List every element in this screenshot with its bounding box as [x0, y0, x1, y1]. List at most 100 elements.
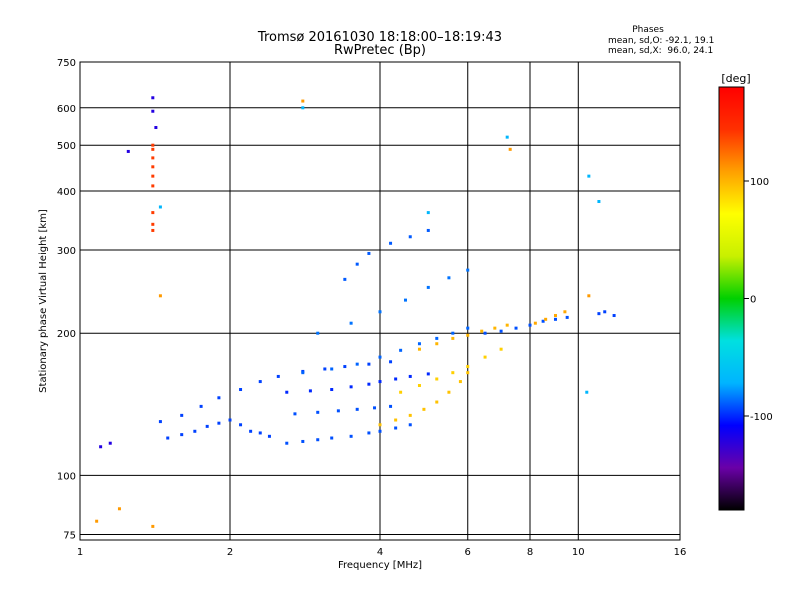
data-point	[426, 285, 430, 289]
data-point	[323, 367, 327, 371]
data-point	[158, 420, 162, 424]
data-point	[426, 228, 430, 232]
data-point	[301, 106, 305, 110]
x-tick-label: 6	[465, 547, 471, 558]
y-tick-label: 750	[57, 58, 76, 69]
colorbar-tick-label: 100	[750, 177, 769, 188]
plot-frame	[79, 61, 681, 541]
data-point	[154, 126, 158, 130]
phase-stats-o: mean, sd,O: -92.1, 19.1	[608, 36, 714, 46]
x-tick-label: 1	[77, 547, 83, 558]
data-point	[408, 413, 412, 417]
data-point	[483, 355, 487, 359]
data-point	[151, 156, 155, 160]
data-point	[349, 385, 353, 389]
y-axis-ticks: 75 100 200 300 400 500 600 750	[57, 58, 76, 541]
data-point	[378, 423, 382, 427]
y-tick-label: 200	[57, 329, 76, 340]
x-axis-ticks: 1 2 4 6 8 10 16	[77, 547, 687, 558]
x-tick-label: 16	[674, 547, 687, 558]
data-point	[99, 445, 103, 449]
data-point	[378, 429, 382, 433]
data-point	[508, 147, 512, 151]
data-point	[587, 294, 591, 298]
y-tick-label: 400	[57, 187, 76, 198]
y-tick-label: 500	[57, 141, 76, 152]
data-point	[499, 347, 503, 351]
data-point	[378, 380, 382, 384]
phase-stats-x: mean, sd,X: 96.0, 24.1	[608, 46, 713, 56]
chart-subtitle: RwPretec (Bp)	[334, 43, 426, 58]
colorbar-tick-label: -100	[750, 412, 773, 423]
data-point	[466, 371, 470, 375]
data-point	[378, 355, 382, 359]
data-point	[533, 321, 537, 325]
data-point	[343, 277, 347, 281]
data-point	[316, 331, 320, 335]
data-point	[544, 317, 548, 321]
data-point	[285, 441, 289, 445]
data-point	[330, 367, 334, 371]
data-point	[285, 390, 289, 394]
data-point	[399, 348, 403, 352]
y-tick-label: 300	[57, 246, 76, 257]
data-point	[108, 441, 112, 445]
data-point	[151, 222, 155, 226]
data-point	[228, 418, 232, 422]
data-point	[528, 323, 532, 327]
data-point	[422, 407, 426, 411]
data-point	[355, 362, 359, 366]
data-point	[239, 423, 243, 427]
data-point	[151, 211, 155, 215]
data-points	[95, 96, 616, 528]
data-point	[349, 321, 353, 325]
data-point	[451, 371, 455, 375]
data-point	[158, 205, 162, 209]
data-point	[151, 109, 155, 113]
data-point	[505, 323, 509, 327]
data-point	[480, 329, 484, 333]
data-point	[499, 329, 503, 333]
data-point	[435, 400, 439, 404]
data-point	[301, 99, 305, 103]
data-point	[367, 251, 371, 255]
data-point	[258, 380, 262, 384]
data-point	[585, 390, 589, 394]
data-point	[514, 326, 518, 330]
data-point	[435, 377, 439, 381]
data-point	[389, 241, 393, 245]
data-point	[417, 347, 421, 351]
data-point	[343, 365, 347, 369]
data-point	[205, 424, 209, 428]
y-tick-label: 600	[57, 104, 76, 115]
data-point	[301, 371, 305, 375]
colorbar-ticks: 100 0 -100	[744, 177, 773, 423]
data-point	[466, 268, 470, 272]
data-point	[553, 314, 557, 318]
data-point	[151, 165, 155, 169]
data-point	[180, 433, 184, 437]
data-point	[505, 135, 509, 139]
data-point	[466, 365, 470, 369]
data-point	[316, 438, 320, 442]
data-point	[166, 436, 170, 440]
data-point	[565, 315, 569, 319]
x-tick-label: 10	[572, 547, 585, 558]
data-point	[217, 396, 221, 400]
data-point	[367, 382, 371, 386]
data-point	[603, 310, 607, 314]
data-point	[451, 336, 455, 340]
data-point	[563, 310, 567, 314]
colorbar	[718, 86, 745, 511]
data-point	[316, 410, 320, 414]
data-point	[408, 374, 412, 378]
colorbar-label: [deg]	[721, 72, 750, 85]
data-point	[426, 211, 430, 215]
data-point	[267, 434, 271, 438]
data-point	[193, 429, 197, 433]
data-point	[126, 149, 130, 153]
data-point	[301, 439, 305, 443]
data-point	[466, 326, 470, 330]
data-point	[151, 228, 155, 232]
